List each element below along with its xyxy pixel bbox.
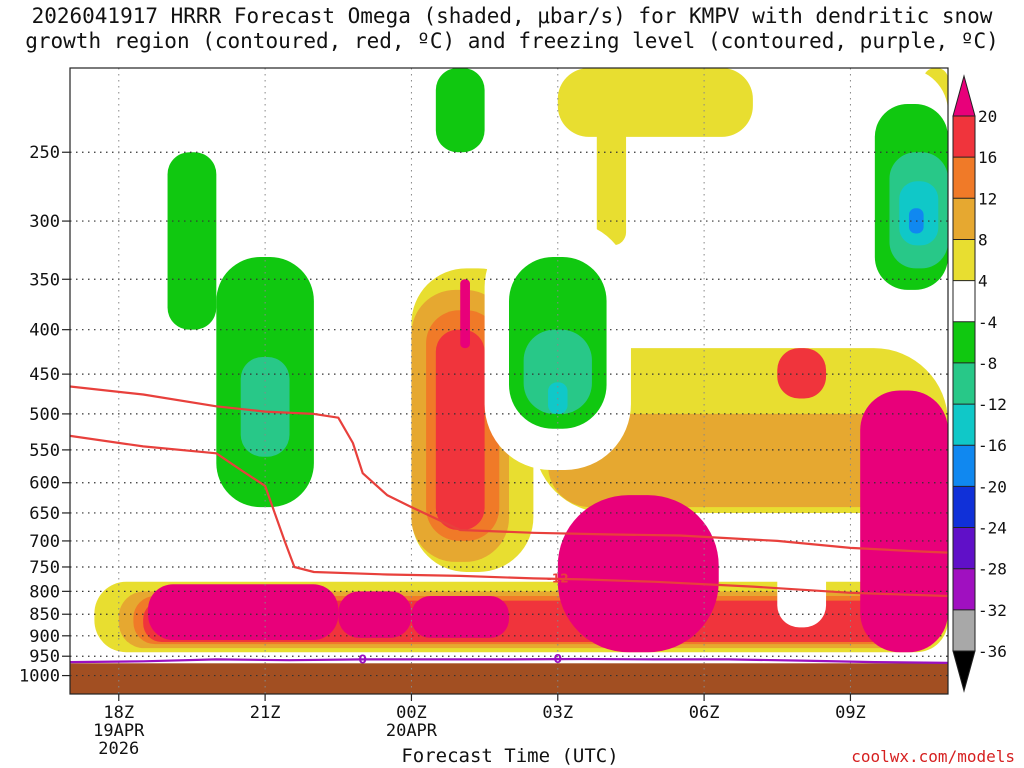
colorbar-label-2: 12: [978, 189, 997, 208]
colorbar-segment-3: [953, 239, 975, 281]
omega-region-pos20-0: [148, 584, 339, 640]
y-tick-label-450: 450: [29, 365, 60, 385]
x-tick-date-00Z: 20APR: [386, 721, 438, 741]
colorbar-segment-7: [953, 404, 975, 446]
y-tick-label-350: 350: [29, 270, 60, 290]
x-tick-label-18Z: 18Z: [103, 703, 134, 723]
omega-region-pos16-1: [435, 329, 485, 530]
x-tick-label-00Z: 00Z: [396, 703, 427, 723]
contour-label-2: 0: [554, 652, 562, 666]
colorbar-label-4: 4: [978, 272, 988, 291]
y-tick-label-800: 800: [29, 582, 60, 602]
plot-frame: [69, 67, 949, 695]
x-tick-label-21Z: 21Z: [250, 703, 281, 723]
omega-shading: [94, 68, 948, 653]
x-tick-date-18Z: 19APR: [93, 721, 145, 741]
y-tick-label-300: 300: [29, 212, 60, 232]
omega-region-pos20-4: [860, 390, 948, 653]
contour-label-1: 0: [358, 652, 366, 666]
colorbar-segment-10: [953, 527, 975, 569]
y-tick-label-1000: 1000: [19, 667, 60, 687]
ground-surface: [70, 663, 948, 694]
omega-region-pos20-3: [557, 495, 719, 653]
omega-region-neg12-0: [240, 356, 290, 457]
colorbar-segment-0: [953, 116, 975, 158]
temperature-contours: [70, 385, 948, 664]
omega-region-pos8-2: [548, 413, 924, 508]
colorbar-label-5: -4: [978, 313, 997, 332]
y-tick-label-850: 850: [29, 605, 60, 625]
colorbar-label-12: -32: [978, 601, 1007, 620]
colorbar-segment-11: [953, 568, 975, 610]
colorbar-bottom-arrow: [952, 650, 976, 693]
colorbar-label-8: -16: [978, 436, 1007, 455]
colorbar-label-11: -28: [978, 560, 1007, 579]
chart-title: 2026041917 HRRR Forecast Omega (shaded, …: [0, 4, 1024, 54]
colorbar-segment-12: [953, 609, 975, 651]
colorbar-segment-6: [953, 362, 975, 405]
omega-region-neg12-1: [523, 329, 592, 414]
grid-lines: [70, 68, 948, 694]
contour-label-0: -12: [547, 571, 569, 585]
credit-text: coolwx.com/models: [851, 747, 1015, 766]
colorbar-label-0: 20: [978, 107, 997, 126]
colorbar-segment-1: [953, 157, 975, 199]
x-tick-label-03Z: 03Z: [542, 703, 573, 723]
omega-region-neg8-2: [435, 68, 485, 153]
omega-region-neg4-3: [777, 540, 827, 628]
contour-line-2: [70, 657, 948, 664]
omega-region-pos4-4: [557, 68, 753, 137]
omega-region-neg8-1: [167, 152, 217, 330]
colorbar: 20 16 12 8 4 -4 -8 -12 -16 -20 -24 -28 -32 -36: [952, 74, 1007, 693]
omega-region-pos16-2: [777, 348, 827, 399]
colorbar-segment-5: [953, 321, 975, 363]
colorbar-segment-9: [953, 486, 975, 528]
omega-region-neg4-1: [313, 68, 397, 457]
y-tick-label-950: 950: [29, 647, 60, 667]
colorbar-segment-4: [953, 280, 975, 322]
contour-labels: -12 0 0: [358, 571, 569, 666]
colorbar-label-3: 8: [978, 230, 988, 249]
y-tick-label-750: 750: [29, 558, 60, 578]
y-axis-ticks: 2503003504004505005506006507007508008509…: [19, 143, 70, 687]
omega-region-pos20-5: [460, 279, 470, 349]
x-axis-label: Forecast Time (UTC): [401, 745, 618, 767]
colorbar-segment-2: [953, 198, 975, 240]
omega-region-pos20-1: [338, 591, 412, 638]
colorbar-top-arrow: [952, 74, 976, 117]
colorbar-label-7: -12: [978, 395, 1007, 414]
contour-line-1: [70, 434, 948, 598]
ground-fill: [70, 663, 948, 694]
colorbar-label-6: -8: [978, 354, 997, 373]
contour-line-0: [70, 385, 948, 554]
colorbar-label-13: -36: [978, 642, 1007, 661]
y-tick-label-500: 500: [29, 405, 60, 425]
x-tick-year-18Z: 2026: [98, 739, 139, 759]
colorbar-label-10: -24: [978, 519, 1007, 538]
colorbar-label-1: 16: [978, 148, 997, 167]
y-tick-label-400: 400: [29, 321, 60, 341]
y-tick-label-700: 700: [29, 532, 60, 552]
omega-region-neg4-5: [94, 524, 144, 552]
colorbar-label-9: -20: [978, 477, 1007, 496]
x-tick-label-06Z: 06Z: [689, 703, 720, 723]
x-tick-label-09Z: 09Z: [835, 703, 866, 723]
y-tick-label-550: 550: [29, 441, 60, 461]
y-tick-label-250: 250: [29, 143, 60, 163]
y-tick-label-650: 650: [29, 504, 60, 524]
title-line-2: growth region (contoured, red, ºC) and f…: [25, 29, 999, 53]
title-line-1: 2026041917 HRRR Forecast Omega (shaded, …: [31, 4, 993, 28]
colorbar-segment-8: [953, 445, 975, 487]
y-tick-label-900: 900: [29, 627, 60, 647]
y-tick-label-600: 600: [29, 474, 60, 494]
omega-region-pos20-2: [411, 596, 509, 638]
